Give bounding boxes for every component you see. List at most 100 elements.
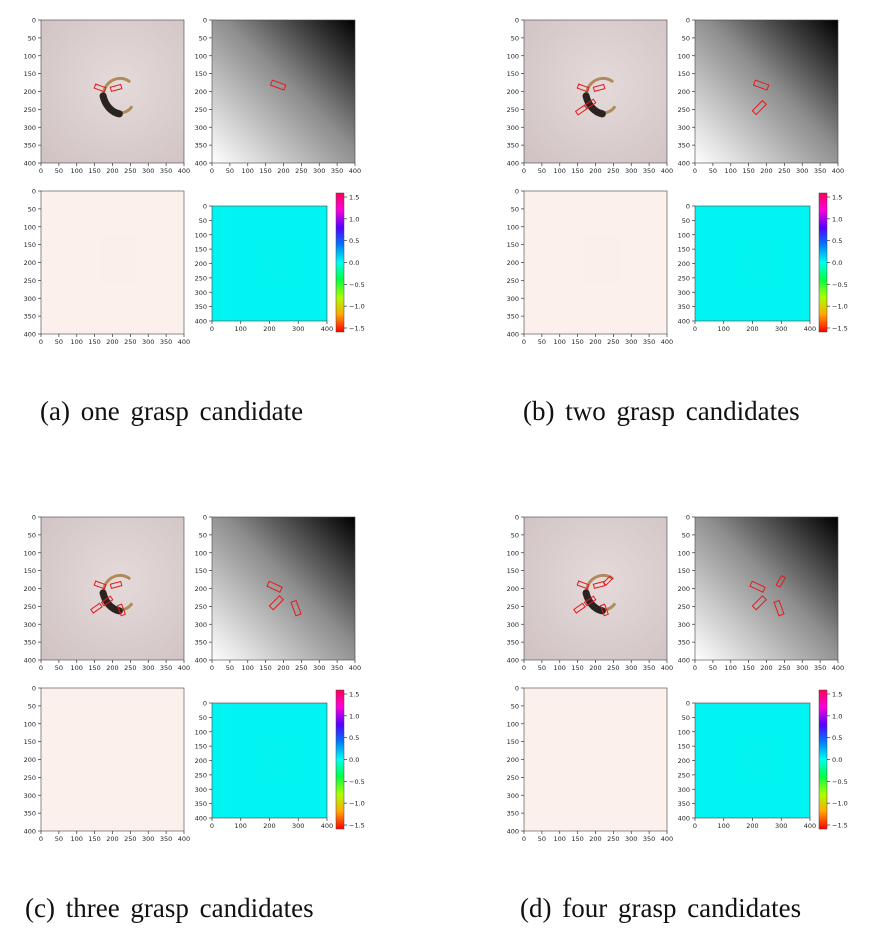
rgb-ytick-label: 400 — [24, 160, 36, 168]
depth-background — [211, 516, 356, 661]
colorbar-tick-label: 1.0 — [832, 712, 842, 720]
quality-background — [40, 687, 185, 832]
rgb-grasp-rect — [93, 580, 107, 590]
quality-ytick-label: 350 — [24, 810, 36, 818]
colorbar: 1.5 1.0 0.5 0.0 −0.5 −1.0 −1.5 — [818, 192, 848, 333]
quality-background — [523, 687, 668, 832]
angle-xtick-label: 0 — [210, 325, 214, 333]
rgb-grasp-rect — [90, 602, 103, 614]
depth-xtick-label: 100 — [242, 664, 254, 672]
angle-ytick-label: 0 — [203, 700, 207, 708]
quality-xtick-label: 200 — [106, 338, 118, 346]
rgb-ytick-label: 250 — [507, 106, 519, 114]
angle-xtick-label: 100 — [718, 822, 730, 830]
quality-ytick-label: 400 — [24, 331, 36, 339]
rgb-grasp-rect — [592, 83, 606, 92]
angle-ytick-label: 150 — [678, 743, 690, 751]
quality-ytick-label: 0 — [515, 685, 519, 693]
quality-ytick-label: 200 — [24, 756, 36, 764]
rgb-xtick-label: 0 — [522, 167, 526, 175]
colorbar-tick-label: −0.5 — [832, 281, 848, 289]
caption-c-text: three grasp candidates — [65, 893, 314, 923]
quality-xtick-label: 250 — [607, 835, 619, 843]
depth-ytick-label: 400 — [678, 160, 690, 168]
depth-ytick-label: 100 — [678, 52, 690, 60]
depth-ytick-label: 50 — [682, 531, 690, 539]
quality-xtick-label: 150 — [88, 835, 100, 843]
rgb-ytick-label: 0 — [515, 17, 519, 25]
angle-ytick-label: 150 — [678, 246, 690, 254]
quality-xtick-label: 250 — [607, 338, 619, 346]
angle-ytick-label: 350 — [195, 303, 207, 311]
angle-ytick-label: 250 — [678, 274, 690, 282]
rgb-image: 0 0 50 50 100 100 150 150 200 200 250 250 300 300 350 3… — [507, 17, 674, 176]
rgb-grasp-rect — [116, 603, 126, 617]
object-c-shape — [99, 76, 133, 118]
angle-xtick-label: 200 — [263, 325, 275, 333]
quality-xtick-label: 0 — [522, 835, 526, 843]
caption-a: (a) one grasp candidate — [40, 396, 303, 427]
caption-b-text: two grasp candidates — [565, 396, 800, 426]
rgb-ytick-label: 0 — [32, 17, 36, 25]
rgb-image: 0 0 50 50 100 100 150 150 200 200 250 250 300 300 350 3… — [24, 17, 191, 176]
rgb-grasp-rect — [109, 83, 123, 92]
angle-xtick-label: 400 — [804, 822, 816, 830]
depth-grasp-rect — [290, 599, 302, 617]
quality-xtick-label: 0 — [39, 338, 43, 346]
rgb-ytick-label: 300 — [24, 621, 36, 629]
depth-ytick-label: 300 — [678, 621, 690, 629]
angle-seg-tail — [757, 764, 770, 775]
quality-ytick-label: 400 — [507, 331, 519, 339]
quality-xtick-label: 100 — [71, 835, 83, 843]
quality-ytick-label: 50 — [28, 702, 36, 710]
quality-xtick-label: 150 — [571, 835, 583, 843]
object-dark-stroke — [582, 92, 606, 118]
angle-ytick-label: 200 — [195, 757, 207, 765]
rgb-xtick-label: 50 — [55, 664, 63, 672]
depth-grasp-rect — [751, 99, 768, 116]
quality-c-stroke — [102, 737, 136, 776]
rgb-xtick-label: 150 — [571, 664, 583, 672]
rgb-ytick-label: 350 — [507, 639, 519, 647]
rgb-ytick-label: 50 — [28, 34, 36, 42]
angle-ytick-label: 100 — [195, 728, 207, 736]
depth-ytick-label: 0 — [686, 17, 690, 25]
quality-ytick-label: 150 — [507, 738, 519, 746]
rgb-ytick-label: 300 — [507, 621, 519, 629]
quality-ytick-label: 250 — [24, 277, 36, 285]
angle-ytick-label: 250 — [195, 771, 207, 779]
colorbar-tick-label: −0.5 — [349, 778, 365, 786]
colorbar-tick-label: 1.0 — [349, 712, 359, 720]
rgb-xtick-label: 300 — [625, 167, 637, 175]
quality-ytick-label: 200 — [507, 259, 519, 267]
colorbar-tick-label: 1.0 — [832, 215, 842, 223]
quality-xtick-label: 300 — [625, 835, 637, 843]
rgb-ytick-label: 100 — [24, 52, 36, 60]
quality-xtick-label: 350 — [643, 835, 655, 843]
angle-xtick-label: 100 — [235, 822, 247, 830]
quality-xtick-label: 350 — [643, 338, 655, 346]
quality-ytick-label: 200 — [507, 756, 519, 764]
depth-ytick-label: 150 — [195, 70, 207, 78]
depth-xtick-label: 400 — [832, 664, 844, 672]
depth-image: 0 0 50 50 100 100 150 150 200 200 250 250 300 300 350 3… — [678, 514, 845, 673]
rgb-ytick-label: 150 — [24, 70, 36, 78]
quality-image: 0 0 50 50 100 100 150 150 200 200 250 250 300 300 350 3… — [507, 188, 674, 347]
rgb-xtick-label: 350 — [160, 167, 172, 175]
rgb-xtick-label: 350 — [643, 167, 655, 175]
quality-ytick-label: 300 — [24, 295, 36, 303]
quality-ytick-label: 350 — [24, 313, 36, 321]
rgb-xtick-label: 400 — [178, 664, 190, 672]
quality-xtick-label: 200 — [589, 338, 601, 346]
depth-ytick-label: 100 — [195, 52, 207, 60]
depth-grasp-rect — [749, 580, 766, 593]
rgb-ytick-label: 200 — [507, 88, 519, 96]
rgb-ytick-label: 300 — [24, 124, 36, 132]
quality-ytick-label: 250 — [24, 774, 36, 782]
depth-ytick-label: 200 — [678, 585, 690, 593]
angle-ytick-label: 350 — [678, 800, 690, 808]
angle-ytick-label: 0 — [686, 700, 690, 708]
quality-xtick-label: 200 — [106, 835, 118, 843]
